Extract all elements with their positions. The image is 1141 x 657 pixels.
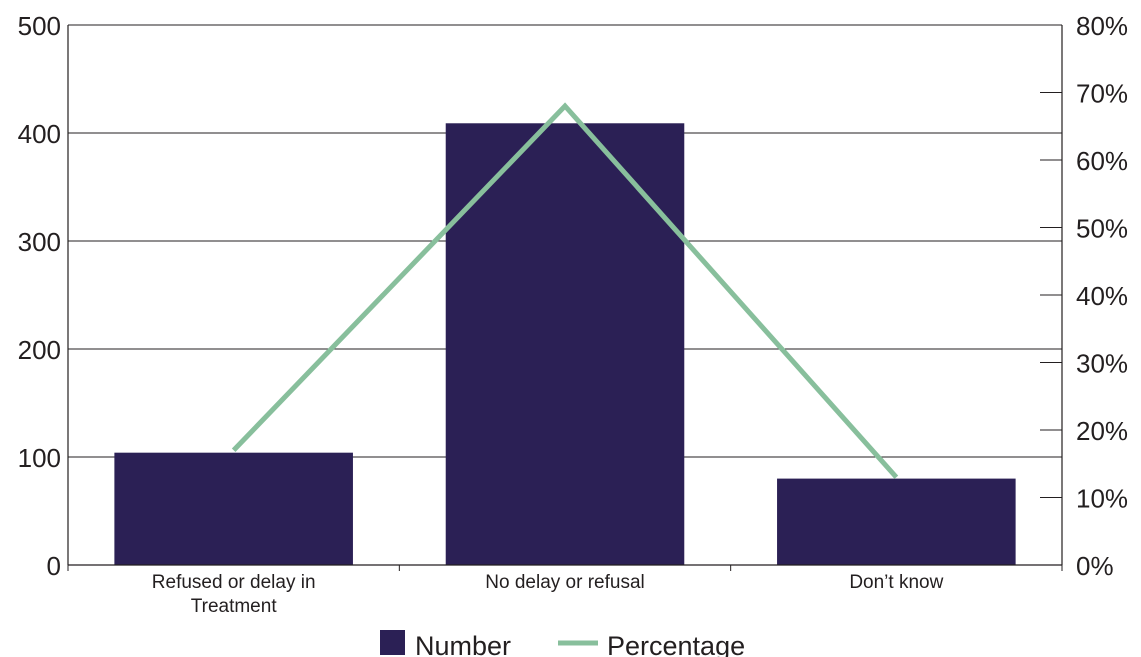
left-tick-label: 0: [47, 551, 61, 581]
left-axis-ticks: 0 100 200 300 400 500: [18, 11, 61, 581]
right-tick-label: 80%: [1076, 11, 1128, 41]
right-axis-ticks: 0% 10% 20% 30% 40% 50% 60% 70% 80%: [1040, 11, 1128, 581]
category-label: Don’t know: [849, 572, 943, 593]
right-tick-label: 60%: [1076, 146, 1128, 176]
legend: Number Percentage: [380, 630, 745, 657]
bar: [114, 452, 353, 565]
right-tick-label: 40%: [1076, 281, 1128, 311]
right-tick-label: 50%: [1076, 214, 1128, 244]
legend-number-label: Number: [415, 631, 511, 657]
left-tick-label: 100: [18, 443, 61, 473]
right-tick-label: 30%: [1076, 349, 1128, 379]
legend-number-swatch: [380, 630, 405, 655]
category-label: Refused or delay in Treatment: [152, 572, 316, 617]
category-labels: Refused or delay in Treatment No delay or …: [152, 572, 944, 617]
category-label: No delay or refusal: [485, 572, 644, 593]
category-label-line: No delay or refusal: [485, 572, 644, 593]
right-tick-label: 0%: [1076, 551, 1114, 581]
bars: [114, 123, 1016, 565]
category-label-line: Treatment: [191, 596, 278, 617]
left-tick-label: 200: [18, 335, 61, 365]
right-tick-label: 10%: [1076, 484, 1128, 514]
legend-percentage-label: Percentage: [607, 631, 745, 657]
category-label-line: Don’t know: [849, 572, 943, 593]
bar: [777, 478, 1016, 565]
left-tick-label: 300: [18, 227, 61, 257]
percentage-line-group: [231, 102, 899, 479]
left-tick-label: 500: [18, 11, 61, 41]
right-tick-label: 20%: [1076, 416, 1128, 446]
category-label-line: Refused or delay in: [152, 572, 316, 593]
left-tick-label: 400: [18, 119, 61, 149]
right-tick-label: 70%: [1076, 79, 1128, 109]
